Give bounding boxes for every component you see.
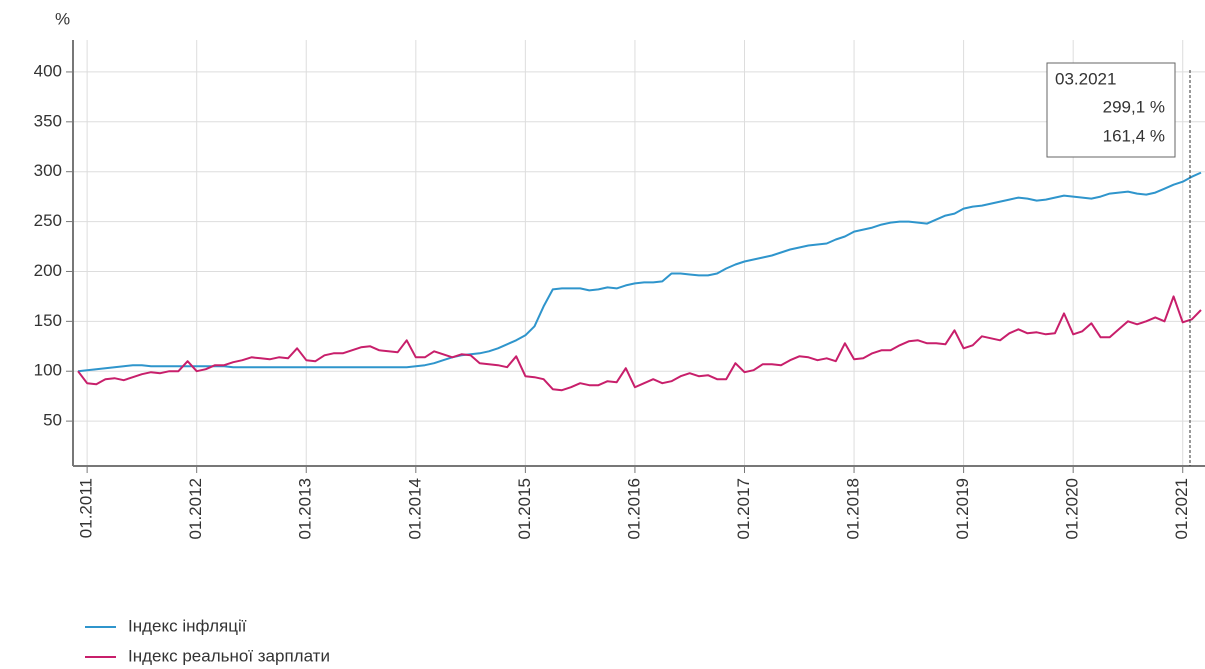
y-tick-label: 400 [34,61,62,80]
y-tick-label: 150 [34,311,62,330]
line-series [77,171,1202,373]
x-tick-label: 01.2016 [624,478,643,539]
legend-label: Індекс інфляції [128,616,247,635]
x-tick-label: 01.2019 [953,478,972,539]
legend: Індекс інфляції Індекс реальної зарплати [85,616,330,665]
tooltip-value: 299,1 % [1103,97,1165,116]
y-tick-label: 300 [34,161,62,180]
x-tick-label: 01.2020 [1063,478,1082,539]
x-tick-label: 01.2014 [405,478,424,539]
y-tick-label: 50 [43,411,62,430]
tooltip-title: 03.2021 [1055,69,1116,88]
x-tick-label: 01.2013 [296,478,315,539]
y-tick-label: 200 [34,261,62,280]
y-tick-label: 250 [34,211,62,230]
y-tick-label: 350 [34,111,62,130]
x-tick-label: 01.2018 [844,478,863,539]
legend-label: Індекс реальної зарплати [128,646,330,665]
x-tick-label: 01.2015 [515,478,534,539]
x-tick-label: 01.2021 [1172,478,1191,539]
y-tick-label: 100 [34,361,62,380]
plot [77,171,1202,392]
x-tick-label: 01.2011 [77,478,96,538]
y-axis-label: % [55,9,70,28]
grid [66,40,1205,473]
tooltip-value: 161,4 % [1103,126,1165,145]
x-tick-label: 01.2012 [186,478,205,539]
x-tick-label: 01.2017 [734,478,753,539]
line-series [77,295,1202,392]
tooltip [1046,62,1176,158]
